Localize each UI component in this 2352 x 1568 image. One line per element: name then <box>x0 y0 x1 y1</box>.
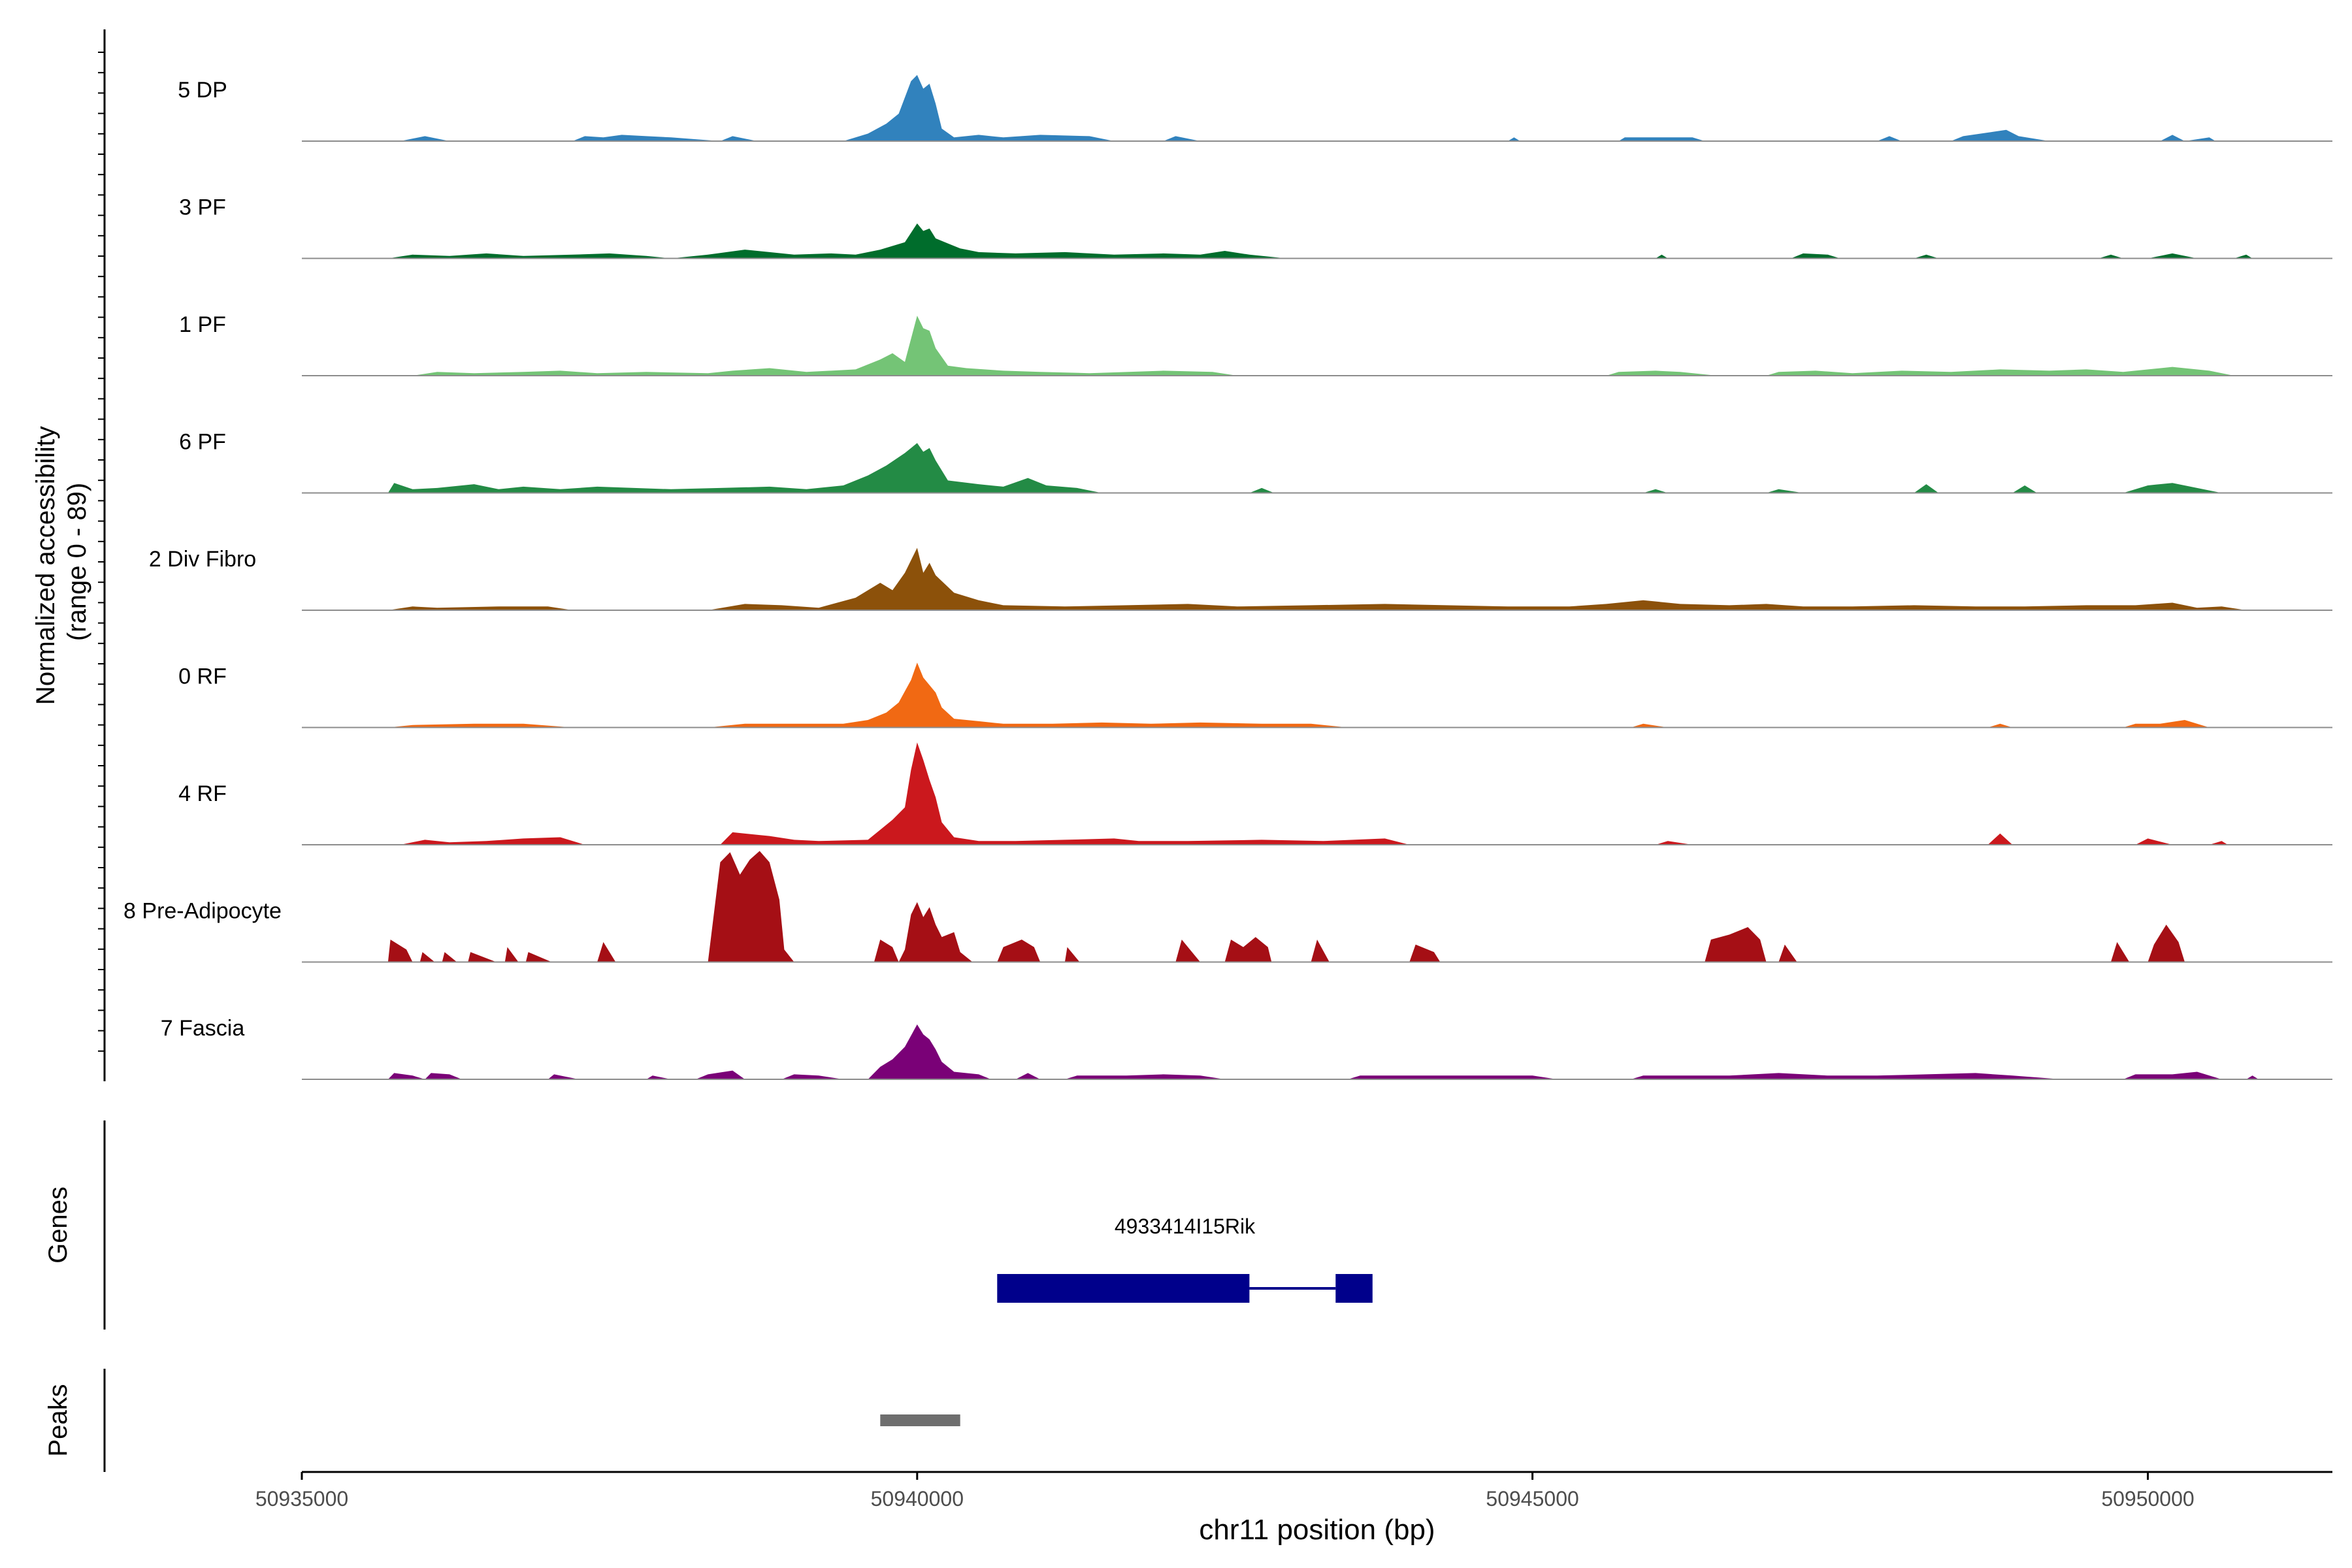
track-label-3-pf: 3 PF <box>179 195 226 220</box>
y-axis-title-line1: Normalized accessibility <box>31 426 60 705</box>
coverage-area-3-pf <box>387 223 2253 259</box>
x-tick-label-1: 50935000 <box>255 1487 348 1511</box>
track-labels: 5 DP 3 PF 1 PF 6 PF 2 Div Fibro 0 RF 4 RF 8 Pre… <box>123 78 282 1041</box>
peak-region-1 <box>880 1414 960 1426</box>
x-axis-ticks: 50935000 50940000 50945000 50950000 <box>255 1472 2195 1511</box>
track-label-6-pf: 6 PF <box>179 430 226 455</box>
track-label-2-div-fibro: 2 Div Fibro <box>149 547 256 572</box>
coverage-area-0-rf <box>387 662 2210 728</box>
track-label-7-fascia: 7 Fascia <box>161 1016 245 1041</box>
x-tick-label-4: 50950000 <box>2101 1487 2194 1511</box>
y-axis-title: Normalized accessibility (range 0 - 89) <box>31 419 91 705</box>
peak-track <box>880 1414 960 1426</box>
track-label-5-dp: 5 DP <box>178 78 227 103</box>
y-axis-ticks <box>98 52 105 1052</box>
track-baselines <box>302 140 2332 1080</box>
coverage-area-5-dp <box>400 74 2216 141</box>
peaks-section-label: Peaks <box>44 1384 73 1456</box>
x-axis-title: chr11 position (bp) <box>1199 1514 1435 1546</box>
track-label-0-rf: 0 RF <box>178 664 227 689</box>
genes-section-label: Genes <box>44 1186 73 1264</box>
x-tick-label-2: 50940000 <box>871 1487 964 1511</box>
y-axis-title-line2: (range 0 - 89) <box>63 483 91 641</box>
x-tick-label-3: 50945000 <box>1486 1487 1578 1511</box>
coverage-area-4-rf <box>400 742 2228 845</box>
track-areas <box>387 74 2259 1079</box>
coverage-area-1-pf <box>412 316 2234 376</box>
track-label-4-rf: 4 RF <box>178 781 227 806</box>
coverage-area-2-div-fibro <box>387 547 2247 610</box>
track-label-8-pre-adipocyte: 8 Pre-Adipocyte <box>123 899 282 924</box>
gene-exon-2 <box>1335 1274 1373 1303</box>
gene-track: 4933414I15Rik <box>997 1215 1373 1303</box>
track-label-1-pf: 1 PF <box>179 312 226 337</box>
coverage-area-8-pre-adipocyte <box>387 851 2185 962</box>
coverage-area-6-pf <box>387 443 2222 493</box>
gene-exon-1 <box>997 1274 1250 1303</box>
gene-label: 4933414I15Rik <box>1115 1215 1256 1238</box>
coverage-area-7-fascia <box>387 1024 2259 1079</box>
